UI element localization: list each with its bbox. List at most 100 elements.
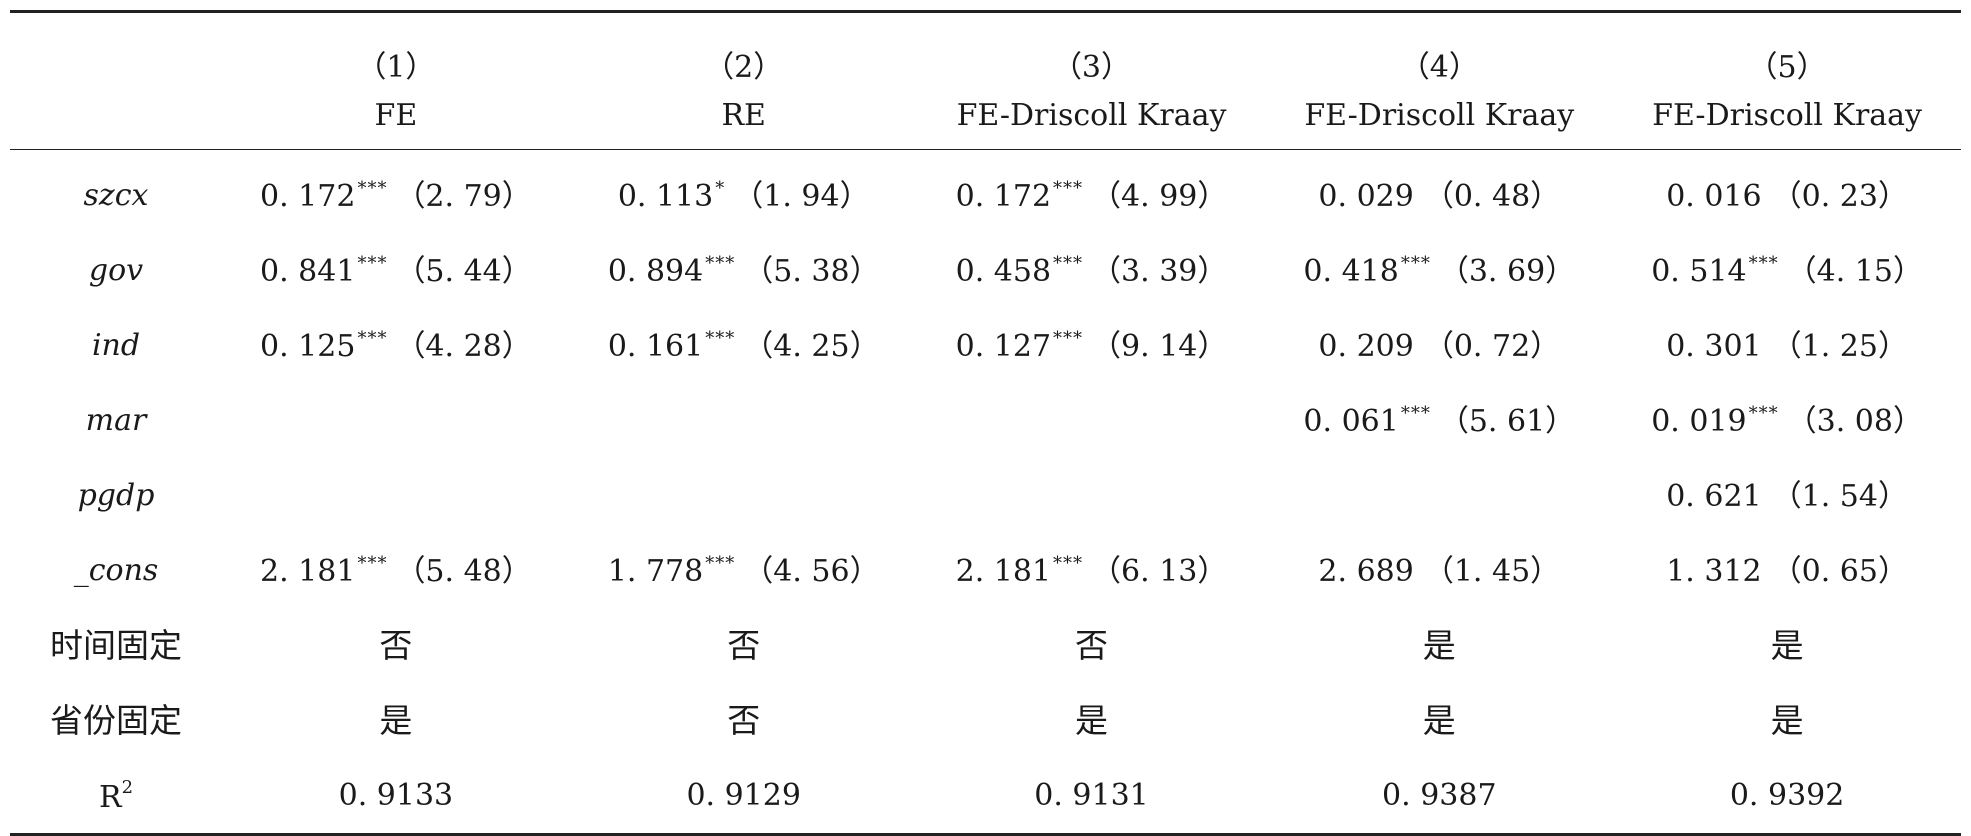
t-statistic: （5. 44） <box>395 253 532 289</box>
coefficient-cell: 2. 181 *** （6. 13） <box>918 533 1266 608</box>
coefficient-cell: 2. 181 *** （5. 48） <box>222 533 570 608</box>
coefficient-value: 0. 894 <box>607 253 704 289</box>
row-label: 省份固定 <box>50 701 182 740</box>
t-statistic: （4. 99） <box>1091 178 1228 214</box>
coefficient-cell: 0. 418 *** （3. 69） <box>1265 233 1613 308</box>
coefficient-value: 0. 125 <box>260 328 356 364</box>
model-name: FE-Driscoll Kraay <box>1613 83 1961 150</box>
column-number: （3） <box>1051 50 1132 85</box>
significance-stars: *** <box>1053 177 1084 199</box>
coefficient-value: 0. 172 <box>955 178 1052 214</box>
coefficient-cell: 0. 172 *** （4. 99） <box>918 150 1266 234</box>
coefficient-value: 0. 418 <box>1303 253 1399 289</box>
coefficient-value: 1. 778 <box>607 553 704 589</box>
model-name: RE <box>569 83 918 150</box>
coefficient-cell: 0. 172 *** （2. 79） <box>222 150 570 234</box>
coefficient-cell: 0. 019 *** （3. 08） <box>1613 383 1961 458</box>
significance-stars: *** <box>357 177 388 199</box>
coefficient-cell <box>570 458 918 533</box>
fixed-effect-value: 是 <box>1422 701 1456 740</box>
coefficient-cell: 0. 209 （0. 72） <box>1265 308 1613 383</box>
significance-stars: *** <box>1053 327 1084 349</box>
coefficient-cell <box>222 383 570 458</box>
coefficient-value: 0. 029 <box>1318 178 1414 214</box>
t-statistic: （3. 39） <box>1091 253 1228 289</box>
model-name-row: FE RE FE-Driscoll Kraay FE-Driscoll Kraa… <box>10 83 1961 150</box>
coefficient-cell: 0. 301 （1. 25） <box>1613 308 1961 383</box>
variable-label: mar <box>85 402 147 438</box>
coefficient-cell: 0. 125 *** （4. 28） <box>222 308 570 383</box>
t-statistic: （9. 14） <box>1091 328 1228 364</box>
coefficient-cell <box>570 383 918 458</box>
significance-stars: *** <box>1748 402 1779 424</box>
r-squared-row: R2 0. 9133 0. 9129 0. 9131 0. 9387 0. 9392 <box>10 758 1961 836</box>
t-statistic: （1. 94） <box>733 178 870 214</box>
variable-label: ind <box>91 327 141 363</box>
coefficient-value: 0. 016 <box>1666 178 1762 214</box>
coefficient-cell: 2. 689 （1. 45） <box>1265 533 1613 608</box>
coefficient-cell: 0. 161 *** （4. 25） <box>570 308 918 383</box>
coefficient-cell <box>222 458 570 533</box>
coefficient-cell: 0. 016 （0. 23） <box>1613 150 1961 234</box>
fixed-effect-value: 是 <box>379 701 413 740</box>
coefficient-value: 2. 181 <box>955 553 1052 589</box>
significance-stars: *** <box>705 327 736 349</box>
regression-table-container: （1） （2） （3） （4） （5） FE RE FE-Driscoll Kr… <box>10 10 1961 836</box>
t-statistic: （0. 48） <box>1423 178 1561 214</box>
regression-table: （1） （2） （3） （4） （5） FE RE FE-Driscoll Kr… <box>10 10 1961 836</box>
table-row: _cons 2. 181 *** （5. 48） 1. 778 *** （4. 56） 2. … <box>10 533 1961 608</box>
model-name: FE <box>222 83 570 150</box>
coefficient-cell: 0. 894 *** （5. 38） <box>570 233 918 308</box>
variable-label: gov <box>88 252 144 288</box>
coefficient-value: 0. 458 <box>955 253 1052 289</box>
header-corner <box>10 83 222 150</box>
header-corner <box>10 12 222 84</box>
t-statistic: （3. 69） <box>1438 253 1576 289</box>
coefficient-cell <box>918 458 1266 533</box>
coefficient-value: 0. 019 <box>1651 403 1747 439</box>
t-statistic: （4. 15） <box>1786 253 1923 289</box>
coefficient-value: 2. 181 <box>260 553 356 589</box>
table-row: gov 0. 841 *** （5. 44） 0. 894 *** （5. 38） 0. 45… <box>10 233 1961 308</box>
column-number-row: （1） （2） （3） （4） （5） <box>10 11 1961 85</box>
variable-label: _cons <box>73 552 159 588</box>
t-statistic: （5. 48） <box>395 553 532 589</box>
fixed-effect-value: 否 <box>1074 626 1108 665</box>
row-label: R2 <box>10 758 222 836</box>
t-statistic: （0. 72） <box>1423 328 1561 364</box>
column-number: （5） <box>1747 50 1827 85</box>
r-squared-value: 0. 9392 <box>1613 758 1961 836</box>
significance-stars: *** <box>357 327 388 349</box>
row-label: 时间固定 <box>50 626 182 665</box>
table-row: pgdp 0. 621 （1. 54） <box>10 458 1961 533</box>
coefficient-value: 0. 621 <box>1666 478 1762 514</box>
t-statistic: （0. 65） <box>1771 553 1908 589</box>
fixed-effect-value: 是 <box>1074 701 1108 740</box>
coefficient-value: 0. 113 <box>617 178 714 214</box>
t-statistic: （3. 08） <box>1786 403 1923 439</box>
coefficient-cell: 0. 458 *** （3. 39） <box>918 233 1266 308</box>
table-row: mar 0. 061 *** （5. 61） 0. 019 *** （3. 08） <box>10 383 1961 458</box>
r-squared-value: 0. 9129 <box>569 758 918 836</box>
coefficient-cell: 0. 514 *** （4. 15） <box>1613 233 1961 308</box>
fixed-effect-value: 否 <box>727 626 761 665</box>
coefficient-value: 0. 161 <box>607 328 704 364</box>
column-number: （4） <box>1399 50 1479 85</box>
coefficient-value: 0. 061 <box>1303 403 1399 439</box>
t-statistic: （4. 56） <box>743 553 880 589</box>
significance-stars: *** <box>1053 552 1084 574</box>
coefficient-cell: 0. 029 （0. 48） <box>1265 150 1613 234</box>
significance-stars: *** <box>357 252 388 274</box>
fixed-effect-value: 否 <box>727 701 761 740</box>
significance-stars: *** <box>1053 252 1084 274</box>
t-statistic: （0. 23） <box>1771 178 1908 214</box>
coefficient-value: 1. 312 <box>1666 553 1762 589</box>
significance-stars: *** <box>357 552 388 574</box>
r-squared-value: 0. 9133 <box>222 758 570 836</box>
significance-stars: *** <box>705 252 736 274</box>
variable-label: szcx <box>83 177 149 213</box>
coefficient-cell: 1. 312 （0. 65） <box>1613 533 1961 608</box>
variable-label: pgdp <box>77 477 155 513</box>
coefficient-cell: 0. 113 * （1. 94） <box>570 150 918 234</box>
coefficient-cell <box>918 383 1266 458</box>
